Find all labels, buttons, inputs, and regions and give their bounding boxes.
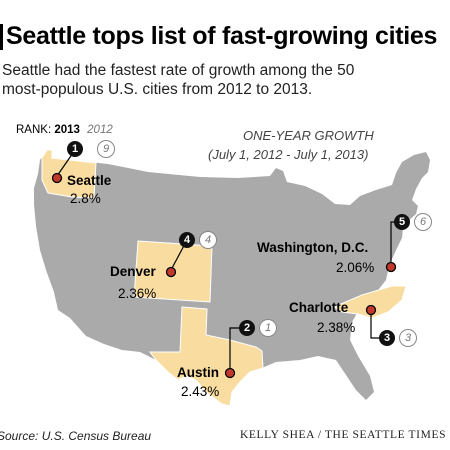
rank-legend-previous-year: 2012 <box>87 124 113 136</box>
map-title: Seattle tops list of fast-growing cities <box>6 22 438 50</box>
austin-label: Austin <box>177 365 219 380</box>
charlotte-growth: 2.38% <box>317 320 356 335</box>
washington-growth: 2.06% <box>336 260 375 275</box>
austin-growth: 2.43% <box>181 384 220 399</box>
seattle-rank-2012-badge: 9 <box>97 140 115 158</box>
charlotte-rank-2012-badge: 3 <box>399 329 417 347</box>
subtitle-line-2: most-populous U.S. cities from 2012 to 2… <box>2 81 313 98</box>
denver-rank-2012-badge: 4 <box>199 231 217 249</box>
state-texas <box>149 306 264 407</box>
rank-legend-current-year: 2013 <box>54 124 80 136</box>
charlotte-label: Charlotte <box>289 300 349 315</box>
growth-title: ONE-YEAR GROWTH <box>243 128 374 143</box>
credit-line: KELLY SHEA / THE SEATTLE TIMES <box>240 429 447 441</box>
austin-marker <box>224 367 236 379</box>
washington-rank-2013-badge: 5 <box>394 214 410 230</box>
denver-marker <box>165 266 177 278</box>
austin-rank-2012-badge: 1 <box>259 319 277 337</box>
denver-label: Denver <box>110 264 156 279</box>
seattle-marker <box>51 172 63 184</box>
rank-legend-label: RANK: <box>16 124 52 136</box>
seattle-label: Seattle <box>67 173 112 188</box>
source-note: Source: U.S. Census Bureau <box>0 429 152 443</box>
seattle-growth: 2.8% <box>70 191 101 206</box>
state-north-carolina <box>332 285 407 319</box>
austin-leader <box>229 327 240 371</box>
austin-rank-2013-badge: 2 <box>239 320 255 336</box>
state-washington <box>41 149 97 199</box>
denver-rank-2013-badge: 4 <box>179 232 195 248</box>
denver-growth: 2.36% <box>118 286 157 301</box>
washington-label: Washington, D.C. <box>257 240 369 255</box>
washington-rank-2012-badge: 6 <box>414 213 432 231</box>
charlotte-rank-2013-badge: 3 <box>379 330 395 346</box>
rank-legend: RANK: 2013 2012 <box>16 124 113 136</box>
seattle-rank-2013-badge: 1 <box>67 141 83 157</box>
subtitle-line-1: Seattle had the fastest rate of growth a… <box>2 62 355 79</box>
us-mainland-shape <box>34 150 430 406</box>
growth-date-range: (July 1, 2012 - July 1, 2013) <box>208 147 369 162</box>
washington-marker <box>385 261 397 273</box>
charlotte-marker <box>365 304 377 316</box>
title-bar-icon <box>0 24 3 50</box>
